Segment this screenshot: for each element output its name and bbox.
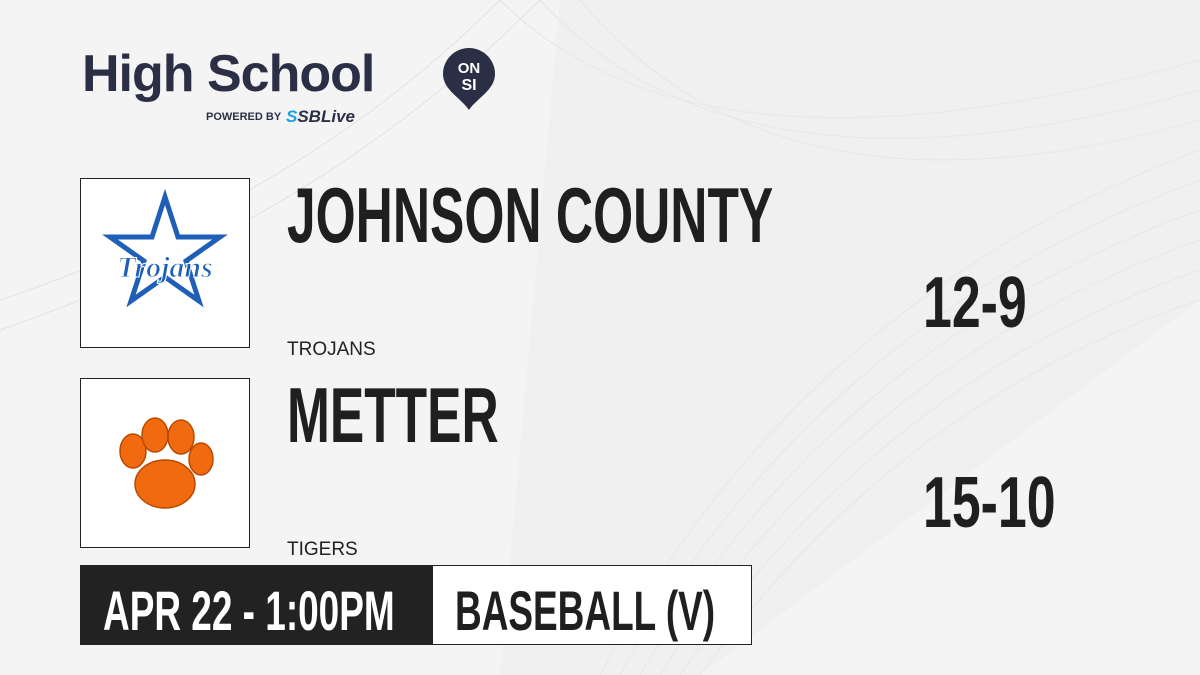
- svg-text:SI: SI: [461, 77, 476, 94]
- away-team-name: METTER: [287, 371, 499, 459]
- tiger-paw-icon: [119, 417, 214, 509]
- away-team-logo: [80, 378, 250, 548]
- powered-by-label: POWERED BY: [206, 111, 282, 123]
- game-info-bar: APR 22 - 1:00PM BASEBALL (V): [80, 565, 752, 645]
- svg-text:ON: ON: [458, 60, 481, 77]
- game-datetime: APR 22 - 1:00PM: [103, 579, 395, 642]
- away-team-record: 15-10: [923, 463, 1056, 543]
- brand-title: High School: [82, 45, 375, 103]
- home-team-mascot: TROJANS: [287, 339, 376, 360]
- away-team-mascot: TIGERS: [287, 539, 358, 560]
- home-team-record: 12-9: [923, 263, 1027, 343]
- sblive-logo: SSBLive: [286, 107, 355, 126]
- home-team-logo: Trojans: [80, 178, 250, 348]
- home-team-name: JOHNSON COUNTY: [287, 171, 774, 259]
- on-si-pin-icon: ON SI: [443, 48, 495, 110]
- game-sport: BASEBALL (V): [455, 579, 716, 642]
- svg-text:Trojans: Trojans: [117, 251, 213, 284]
